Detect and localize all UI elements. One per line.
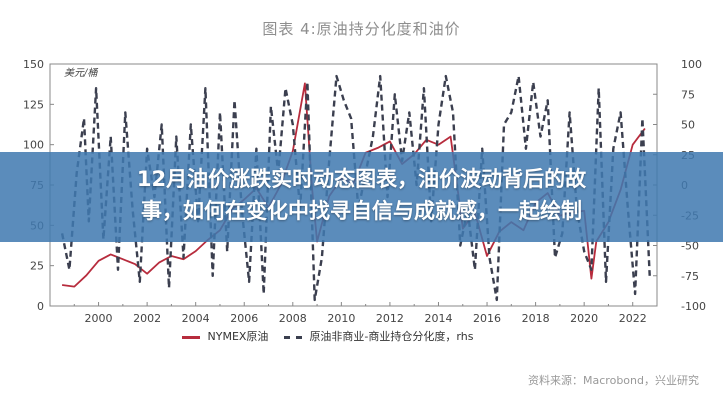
- source-note: 资料来源：Macrobond，兴业研究: [528, 374, 699, 387]
- headline-line-1: 12月油价涨跌实时动态图表，油价波动背后的故: [136, 167, 587, 191]
- x-tick-label: 2006: [230, 312, 258, 325]
- legend: NYMEX原油 原油非商业-商业持仓分化度，rhs: [182, 328, 485, 344]
- x-tick-label: 2012: [376, 312, 404, 325]
- legend-swatch-oil: [182, 335, 200, 339]
- x-tick-label: 2022: [619, 312, 647, 325]
- left-tick-label: 100: [23, 139, 44, 152]
- x-tick-label: 2008: [279, 312, 307, 325]
- x-tick-label: 2002: [133, 312, 161, 325]
- x-tick-label: 2014: [424, 312, 452, 325]
- left-tick-label: 150: [23, 58, 44, 71]
- legend-label-oil: NYMEX原油: [207, 330, 269, 343]
- right-tick-label: -50: [681, 240, 699, 253]
- x-tick-label: 2004: [182, 312, 210, 325]
- x-tick-label: 2000: [85, 312, 113, 325]
- right-tick-label: 75: [681, 88, 695, 101]
- legend-swatch-position: [283, 335, 302, 339]
- headline-banner: 12月油价涨跌实时动态图表，油价波动背后的故 事，如何在变化中找寻自信与成就感，…: [0, 152, 723, 242]
- legend-item-oil: NYMEX原油: [182, 328, 268, 344]
- right-tick-label: 50: [681, 119, 695, 132]
- headline-line-2: 事，如何在变化中找寻自信与成就感，一起绘制: [141, 199, 582, 223]
- chart-title: 图表 4:原油持分化度和油价: [262, 20, 461, 38]
- x-tick-label: 2020: [570, 312, 598, 325]
- legend-label-position: 原油非商业-商业持仓分化度，rhs: [309, 330, 474, 343]
- x-tick-label: 2010: [327, 312, 355, 325]
- left-tick-label: 125: [23, 98, 44, 111]
- x-tick-label: 2018: [522, 312, 550, 325]
- right-tick-label: -100: [681, 300, 706, 313]
- left-tick-label: 25: [30, 260, 44, 273]
- legend-item-position: 原油非商业-商业持仓分化度，rhs: [283, 328, 474, 344]
- right-tick-label: -75: [681, 270, 699, 283]
- left-axis-unit: 美元/桶: [64, 67, 98, 79]
- right-tick-label: 100: [681, 58, 702, 71]
- x-tick-label: 2016: [473, 312, 501, 325]
- left-tick-label: 0: [37, 300, 44, 313]
